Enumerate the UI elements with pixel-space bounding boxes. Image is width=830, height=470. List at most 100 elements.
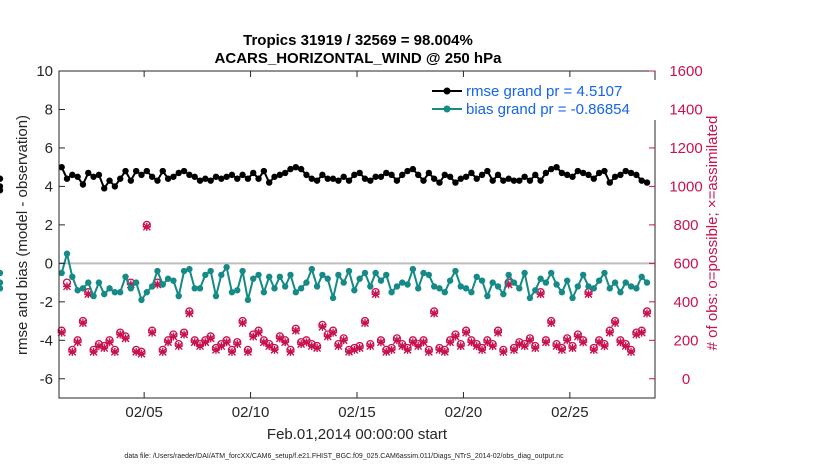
rmse-point: [585, 171, 592, 179]
bias-point: [473, 273, 480, 281]
obs-assimilated-marker: [366, 342, 375, 351]
bias-point: [404, 281, 411, 288]
obs-assimilated-marker: [84, 290, 93, 299]
rmse-point: [542, 169, 550, 177]
bias-point: [85, 279, 92, 286]
bias-point: [276, 273, 284, 281]
bias-point: [335, 271, 342, 279]
bias-point: [590, 285, 598, 292]
x-tick-label: 02/10: [232, 404, 270, 421]
obs-assimilated-marker: [281, 338, 290, 347]
y2-tick-label: 0: [682, 371, 690, 388]
bias-point: [399, 279, 406, 286]
rmse-point: [196, 177, 204, 184]
rmse-point: [218, 175, 225, 182]
obs-assimilated-marker: [382, 347, 391, 356]
obs-assimilated-marker: [94, 342, 103, 351]
y2-tick-label: 1000: [669, 178, 702, 195]
bias-point: [69, 273, 76, 281]
rmse-point: [388, 171, 395, 179]
bias-point: [292, 289, 300, 296]
rmse-point: [574, 167, 582, 175]
rmse-point: [526, 177, 534, 184]
rmse-point: [260, 167, 268, 175]
rmse-point: [452, 179, 459, 186]
obs-assimilated-marker: [164, 338, 173, 347]
x-tick-label: 02/15: [338, 404, 376, 421]
obs-assimilated-marker: [110, 347, 119, 356]
rmse-point: [244, 175, 252, 182]
bias-point: [611, 279, 619, 286]
obs-assimilated-marker: [403, 345, 412, 354]
obs-assimilated-marker: [483, 338, 492, 347]
rmse-point: [250, 169, 257, 177]
obs-assimilated-marker: [286, 347, 295, 356]
obs-assimilated-marker: [259, 338, 268, 347]
bias-point: [383, 271, 390, 279]
bias-point: [526, 294, 534, 302]
rmse-point: [622, 167, 629, 175]
bias-point: [367, 283, 374, 290]
bias-point: [494, 283, 502, 290]
bias-point: [324, 275, 331, 282]
axes: -6 -4 -2 0 2 4 6 8 10 0 200 400 600 800 1000 1200 1400 16…: [36, 63, 702, 421]
rmse-point: [351, 171, 358, 179]
bias-point: [489, 279, 496, 286]
bias-point: [542, 279, 550, 286]
data-file-footer: data file: /Users/raeder/DAI/ATM_forcXX/…: [124, 453, 564, 460]
rmse-point: [462, 173, 470, 180]
rmse-point: [409, 165, 417, 173]
rmse-point: [473, 175, 480, 182]
obs-assimilated-marker: [605, 328, 614, 337]
rmse-point: [90, 173, 97, 180]
obs-assimilated-marker: [547, 318, 556, 327]
bias-point: [446, 277, 454, 284]
obs-assimilated-marker: [509, 345, 518, 354]
x-tick-label: 02/25: [551, 404, 589, 421]
rmse-point: [276, 171, 284, 179]
rmse-point: [399, 171, 406, 179]
chart-title: Tropics 31919 / 32569 = 98.004%: [243, 32, 473, 49]
rmse-point: [611, 173, 619, 180]
obs-assimilated-marker: [499, 347, 508, 356]
rmse-point: [372, 173, 379, 180]
bias-point: [271, 285, 278, 292]
rmse-point: [74, 173, 81, 180]
bias-point: [244, 296, 252, 304]
rmse-point: [101, 185, 108, 192]
rmse-point: [308, 175, 315, 182]
rmse-point: [457, 175, 464, 182]
rmse-point: [85, 169, 92, 177]
obs-assimilated-marker: [584, 290, 593, 299]
obs-assimilated-marker: [254, 328, 263, 337]
y-tick-label: -2: [40, 294, 53, 311]
obs-assimilated-marker: [472, 342, 481, 351]
plot-area: [0, 163, 655, 358]
bias-point: [393, 283, 401, 290]
rmse-point: [633, 171, 640, 179]
rmse-point: [393, 177, 401, 184]
rmse-point: [590, 175, 598, 182]
rmse-point: [638, 177, 645, 184]
rmse-point: [164, 175, 172, 182]
bias-point: [377, 277, 385, 284]
bias-point: [356, 275, 363, 282]
bias-point: [106, 285, 113, 292]
obs-assimilated-marker: [446, 338, 455, 347]
bias-point: [101, 290, 108, 298]
bias-point: [516, 285, 523, 292]
bias-point: [425, 271, 433, 279]
rmse-point: [313, 177, 321, 184]
rmse-point: [148, 173, 156, 180]
rmse-point: [281, 169, 289, 177]
bias-point: [414, 285, 422, 292]
bias-point: [0, 279, 4, 286]
bias-point: [372, 269, 379, 277]
bias-point: [430, 283, 438, 290]
rmse-point: [319, 171, 326, 179]
rmse-point: [356, 169, 363, 177]
rmse-point: [383, 169, 390, 177]
bias-point: [500, 290, 507, 298]
rmse-point: [414, 171, 422, 179]
bias-point: [95, 279, 103, 286]
